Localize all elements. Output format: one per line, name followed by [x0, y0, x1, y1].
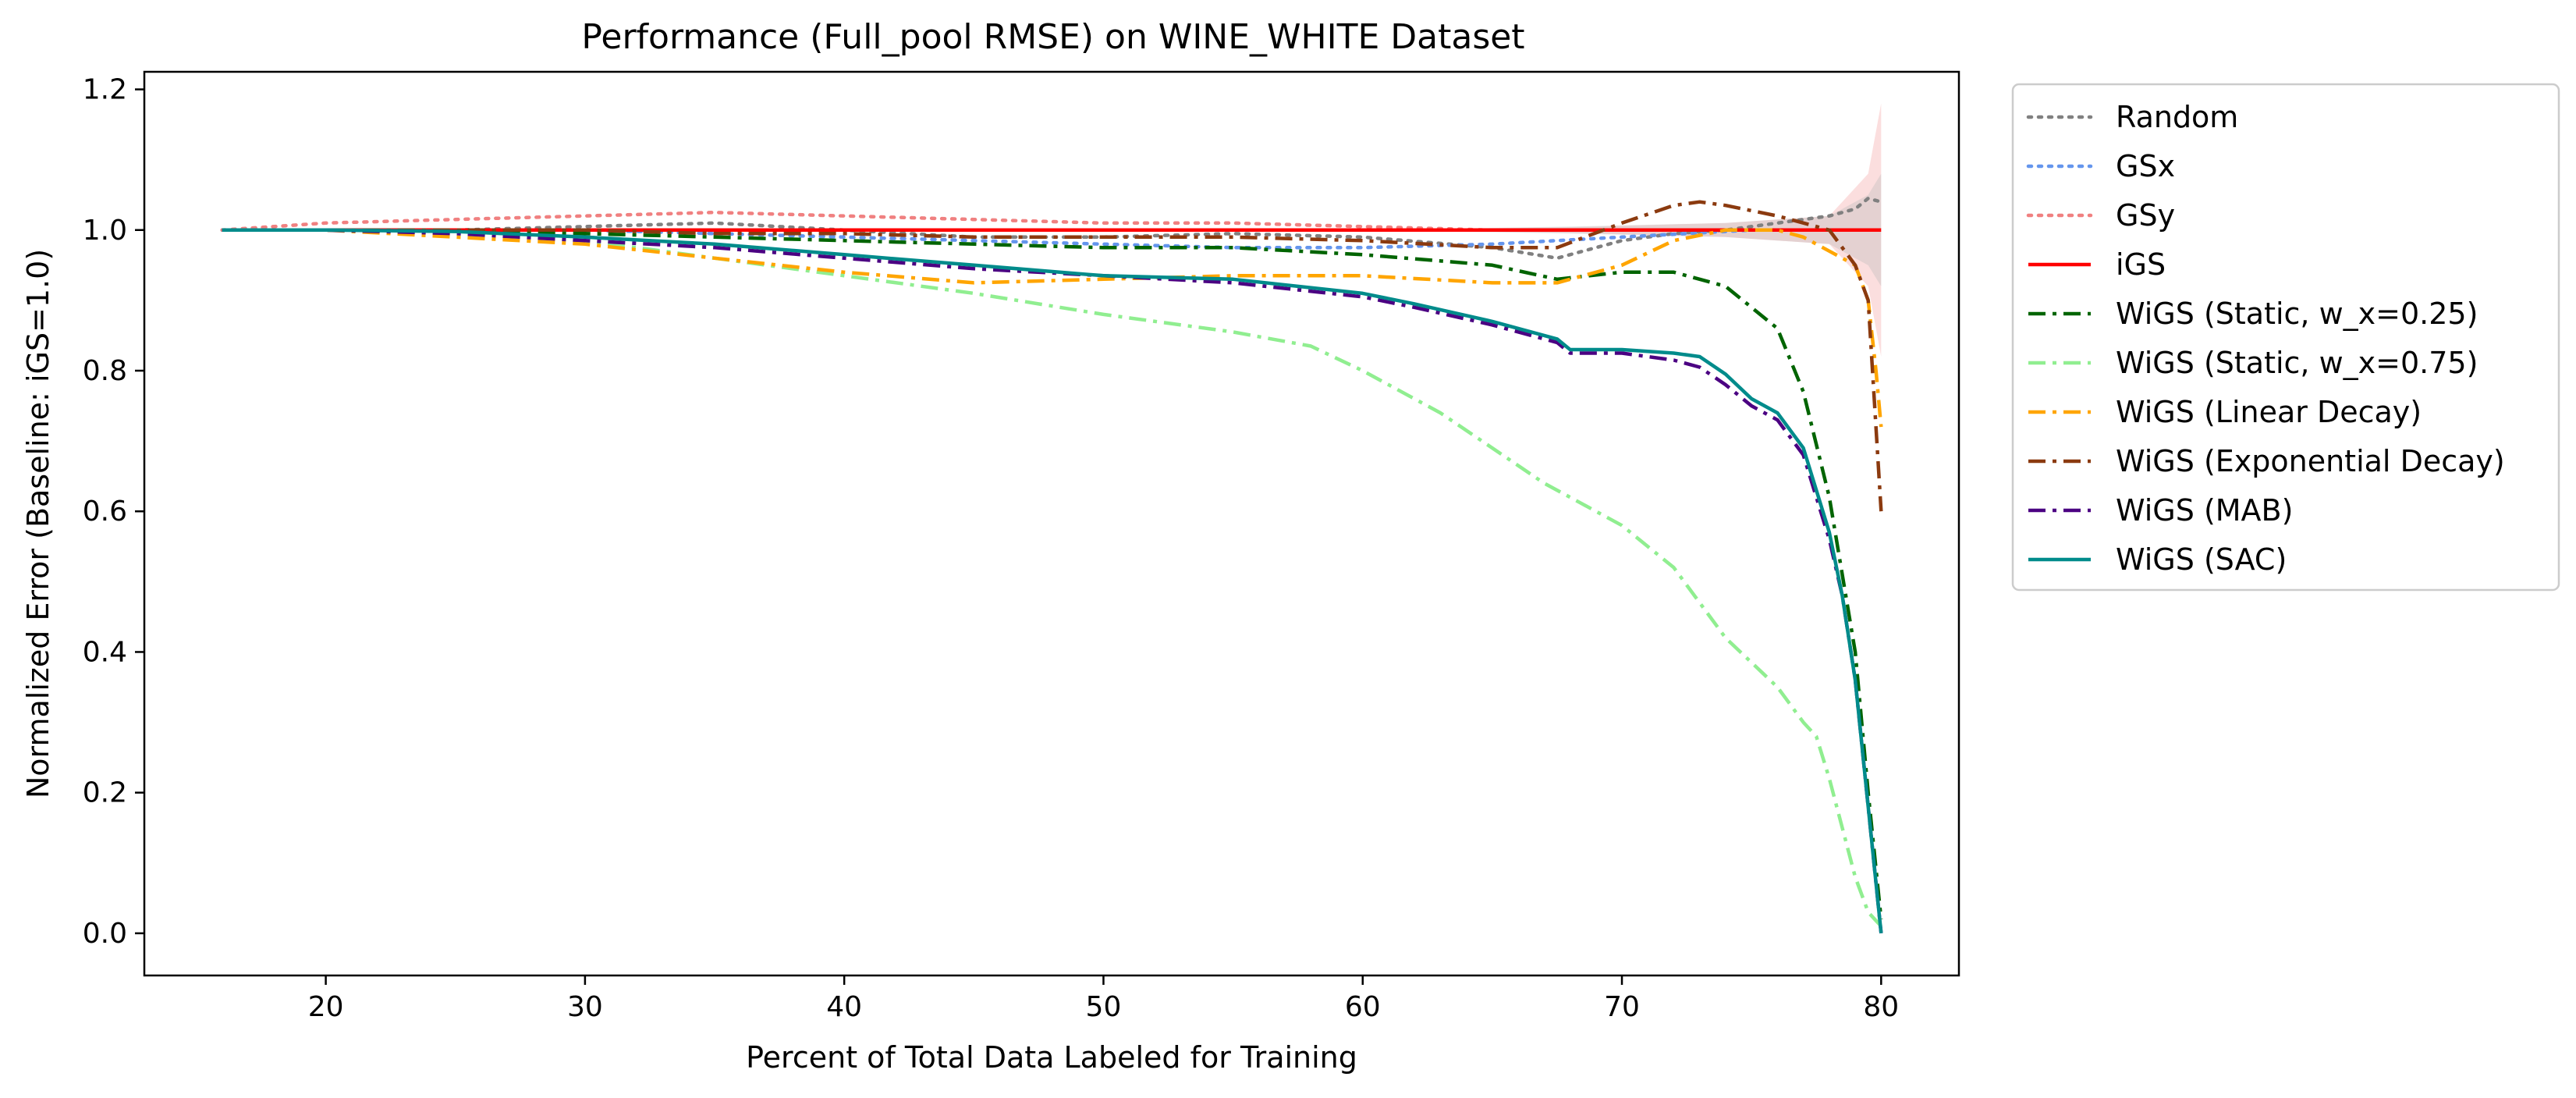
- series-line-gsy: [220, 210, 1883, 233]
- x-tick-label: 60: [1345, 991, 1381, 1023]
- x-tick-label: 70: [1604, 991, 1640, 1023]
- series-line-wigs-static-w-x-0-75: [222, 228, 1882, 928]
- x-tick-label: 80: [1863, 991, 1899, 1023]
- legend-label: Random: [2116, 100, 2238, 134]
- y-tick-label: 0.2: [83, 777, 127, 809]
- x-tick-label: 40: [826, 991, 862, 1023]
- y-axis: 0.0 0.2 0.4 0.6 0.8 1.0 1.2: [83, 74, 144, 950]
- legend-label: WiGS (Exponential Decay): [2116, 444, 2505, 478]
- y-tick-label: 0.6: [83, 496, 127, 528]
- x-axis: 20 30 40 50 60 70 80: [308, 975, 1899, 1023]
- y-axis-label: Normalized Error (Baseline: iGS=1.0): [21, 249, 55, 798]
- plot-area: [143, 70, 1960, 977]
- legend-frame: [2011, 83, 2560, 592]
- legend-label: WiGS (Linear Decay): [2116, 395, 2422, 429]
- x-tick-label: 50: [1086, 991, 1122, 1023]
- series-line-wigs-mab: [222, 228, 1883, 934]
- legend-label: GSy: [2116, 198, 2175, 233]
- legend-label: WiGS (Static, w_x=0.25): [2116, 297, 2478, 331]
- legend-label: GSx: [2116, 149, 2175, 183]
- y-tick-label: 0.4: [83, 636, 127, 668]
- legend-label: WiGS (Static, w_x=0.75): [2116, 346, 2478, 380]
- chart-title: Performance (Full_pool RMSE) on WINE_WHI…: [581, 17, 1524, 57]
- series-layer: [220, 196, 1883, 934]
- x-tick-label: 30: [567, 991, 603, 1023]
- series-line-wigs-exponential-decay: [222, 200, 1883, 512]
- x-tick-label: 20: [308, 991, 344, 1023]
- legend: Random GSx GSy iGS WiGS (Static, w_x=0.25) Wi…: [2011, 83, 2560, 592]
- legend-label: iGS: [2116, 247, 2166, 282]
- series-line-wigs-sac: [222, 228, 1883, 934]
- y-tick-label: 0.0: [83, 918, 127, 950]
- legend-label: WiGS (SAC): [2116, 542, 2287, 577]
- y-tick-label: 0.8: [83, 355, 127, 387]
- series-line-wigs-static-w-x-0-25: [222, 228, 1883, 920]
- y-tick-label: 1.2: [83, 74, 127, 106]
- series-line-wigs-linear-decay: [222, 228, 1883, 428]
- x-axis-label: Percent of Total Data Labeled for Traini…: [746, 1040, 1357, 1075]
- y-tick-label: 1.0: [83, 215, 127, 247]
- legend-label: WiGS (MAB): [2116, 493, 2293, 528]
